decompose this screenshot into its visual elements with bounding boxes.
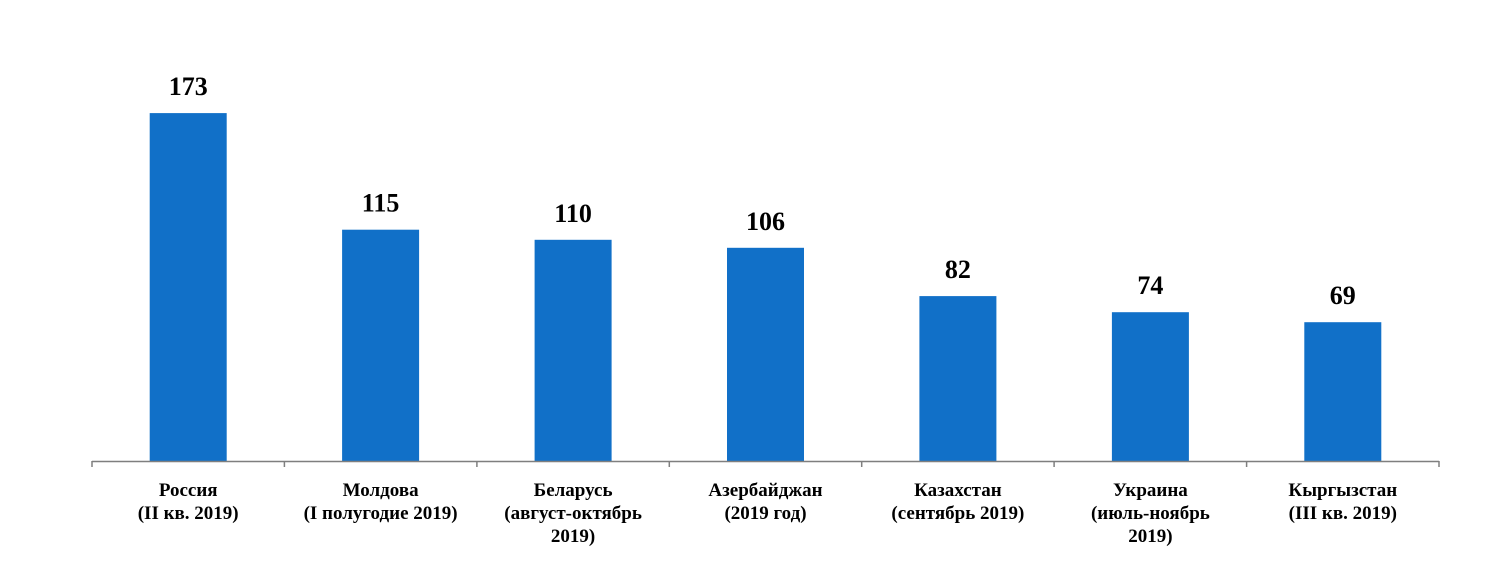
category-label-5: Казахстан (сентябрь 2019): [891, 480, 1024, 524]
data-label-1: 173: [169, 72, 208, 101]
category-label-line: (июль-ноябрь: [1091, 503, 1210, 524]
category-label-line: Украина: [1113, 480, 1188, 501]
category-label-1: Россия (II кв. 2019): [138, 480, 239, 524]
category-label-line: (I полугодие 2019): [304, 503, 458, 524]
data-label-5: 82: [945, 255, 971, 284]
category-label-line: (сентябрь 2019): [891, 503, 1024, 524]
category-label-line: Азербайджан: [708, 480, 822, 501]
category-label-line: (2019 год): [724, 503, 806, 524]
category-labels-group: Россия (II кв. 2019) Молдова (I полугодие 2…: [138, 480, 1397, 547]
bars-group: [149, 113, 1382, 461]
category-label-line: Казахстан: [914, 480, 1002, 501]
data-label-7: 69: [1330, 281, 1356, 310]
category-label-3: Беларусь (август-октябрь 2019): [504, 480, 642, 547]
category-label-2: Молдова (I полугодие 2019): [304, 480, 458, 524]
category-label-7: Кыргызстан (III кв. 2019): [1288, 480, 1397, 524]
data-label-2: 115: [362, 189, 400, 218]
category-label-6: Украина (июль-ноябрь 2019): [1091, 480, 1210, 547]
bar-2: [342, 229, 420, 461]
bar-5: [919, 296, 997, 461]
bar-7: [1304, 322, 1382, 461]
x-axis: [91, 460, 1440, 467]
data-label-4: 106: [746, 207, 785, 236]
category-label-line: (август-октябрь: [504, 503, 642, 524]
bar-3: [534, 239, 612, 461]
category-label-4: Азербайджан (2019 год): [708, 480, 822, 524]
bar-1: [149, 113, 227, 461]
bar-4: [727, 247, 804, 461]
bar-6: [1111, 312, 1189, 461]
category-label-line: (III кв. 2019): [1289, 503, 1397, 524]
category-label-line: Молдова: [343, 480, 419, 501]
category-label-line: 2019): [551, 526, 595, 547]
data-label-3: 110: [554, 199, 592, 228]
category-label-line: Беларусь: [534, 480, 613, 501]
category-label-line: Россия: [159, 480, 218, 501]
value-labels-group: 173 115 110 106 82 74 69: [169, 72, 1356, 310]
category-label-line: 2019): [1128, 526, 1172, 547]
category-label-line: (II кв. 2019): [138, 503, 239, 524]
data-label-6: 74: [1137, 271, 1163, 300]
category-label-line: Кыргызстан: [1288, 480, 1397, 501]
